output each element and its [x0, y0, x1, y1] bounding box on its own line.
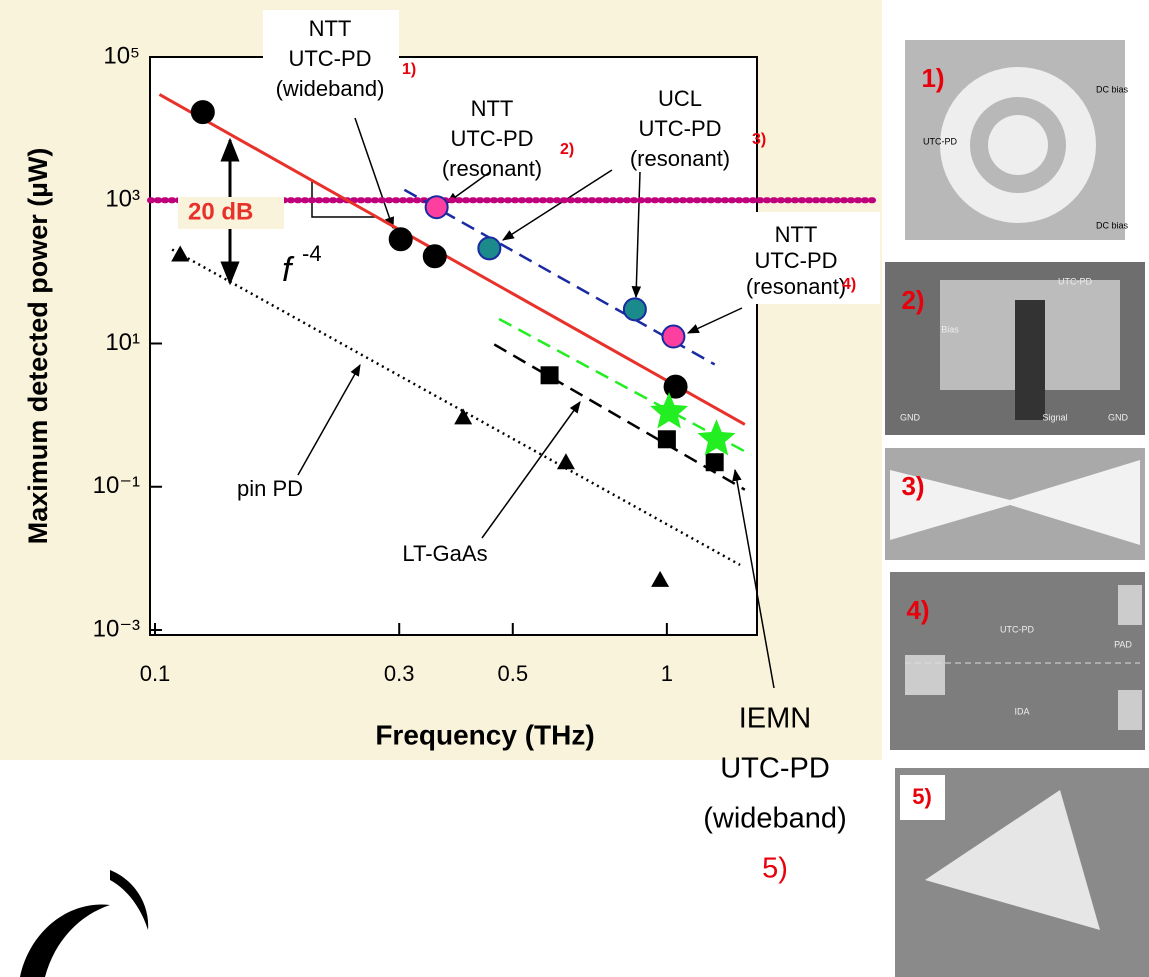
photo-label: 4): [906, 595, 929, 625]
annotation: UTC-PD: [754, 248, 837, 273]
photo-text: DC bias: [1096, 220, 1129, 230]
annotation-ref: 3): [752, 131, 766, 148]
annotation: pin PD: [237, 476, 303, 501]
data-point: [697, 419, 736, 456]
photo-detail: [925, 790, 1100, 930]
data-point: [477, 236, 502, 261]
data-point: [422, 244, 447, 269]
fit-line: [493, 343, 746, 491]
data-point: [657, 430, 676, 449]
photo-text: UTC-PD: [1058, 276, 1092, 286]
photo-detail: [1015, 300, 1045, 420]
data-point: [556, 453, 575, 470]
photo-detail: [988, 115, 1048, 175]
photo-label: 3): [901, 471, 924, 501]
annotation: UCL: [658, 86, 702, 111]
annotation: UTC-PD: [720, 753, 830, 785]
photo-text: PAD: [1114, 639, 1132, 649]
x-tick-label: 0.5: [497, 661, 528, 686]
y-axis-label: Maximum detected power (µW): [23, 148, 53, 545]
annotation-box: [263, 10, 399, 115]
annotation: UTC-PD: [450, 126, 533, 151]
slope-triangle: [311, 180, 375, 218]
x-tick-label: 1: [661, 661, 673, 686]
photo-text: UTC-PD: [923, 136, 957, 146]
annotation-ref: 5): [762, 853, 788, 885]
y-tick-label: 10⁻¹: [93, 472, 140, 499]
annotation: NTT: [309, 16, 352, 41]
data-point: [650, 392, 689, 429]
label-bg: [178, 197, 284, 229]
photo-detail: [1118, 585, 1142, 625]
data-point: [388, 227, 413, 252]
photo-label: 5): [912, 784, 932, 809]
arrow: [297, 363, 361, 476]
annotation: NTT: [471, 96, 514, 121]
annotation-ref: 1): [402, 61, 416, 78]
annotation: (resonant): [746, 274, 846, 299]
photo-text: GND: [1108, 412, 1129, 422]
logo: [110, 870, 149, 930]
annotation-ref: 2): [560, 141, 574, 158]
y-tick-label: 10³: [105, 186, 140, 213]
y-tick-label: 10¹: [105, 329, 140, 356]
annotation: (resonant): [630, 146, 730, 171]
annotation: (wideband): [703, 803, 846, 835]
annotation: NTT: [775, 222, 818, 247]
annotation: UTC-PD: [288, 46, 371, 71]
photo-label: 2): [901, 285, 924, 315]
annotation-ref: 4): [842, 276, 856, 293]
annotation: IEMN: [739, 703, 812, 735]
annotation-box: [712, 212, 880, 304]
data-point: [663, 374, 688, 399]
annotation: UTC-PD: [638, 116, 721, 141]
x-axis-label: Frequency (THz): [375, 719, 594, 750]
photo-detail: [905, 655, 945, 695]
fit-line: [158, 93, 746, 426]
plot-frame: [149, 56, 758, 636]
annotation: (wideband): [276, 76, 385, 101]
photo-detail: [1118, 690, 1142, 730]
annotation: (resonant): [442, 156, 542, 181]
arrow: [686, 307, 743, 334]
annotation: LT-GaAs: [402, 541, 487, 566]
y-tick-label: 10⁻³: [93, 615, 140, 642]
arrows: [220, 117, 775, 689]
data-point: [454, 408, 473, 425]
y-tick-label: 10⁵: [103, 42, 140, 69]
slope-exponent: -4: [302, 241, 322, 266]
arrow: [631, 171, 642, 299]
logo: [20, 904, 110, 977]
fit-line: [498, 317, 752, 456]
data-point: [661, 324, 686, 349]
photo-text: Bias: [941, 324, 959, 334]
arrow: [354, 117, 395, 230]
fit-line: [171, 248, 741, 567]
data-point: [424, 195, 449, 220]
photo-text: Signal: [1042, 412, 1067, 422]
photo-label: 1): [921, 63, 944, 93]
photo-text: UTC-PD: [1000, 624, 1034, 634]
photo-text: GND: [900, 412, 921, 422]
photo-text: IDA: [1014, 706, 1029, 716]
photo-text: DC bias: [1096, 84, 1129, 94]
x-tick-label: 0.3: [384, 661, 415, 686]
data-point: [622, 297, 647, 322]
data-point: [171, 245, 190, 262]
photo-detail: [900, 775, 945, 820]
data-point: [651, 570, 670, 587]
arrow: [732, 468, 775, 689]
photo-detail: [890, 460, 1140, 545]
data-point: [190, 100, 215, 125]
x-tick-label: 0.1: [140, 661, 171, 686]
arrow: [501, 169, 613, 241]
ratio-label: 20 dB: [188, 198, 253, 225]
data-point: [540, 366, 559, 385]
data-point: [705, 453, 724, 472]
arrow: [481, 401, 581, 539]
